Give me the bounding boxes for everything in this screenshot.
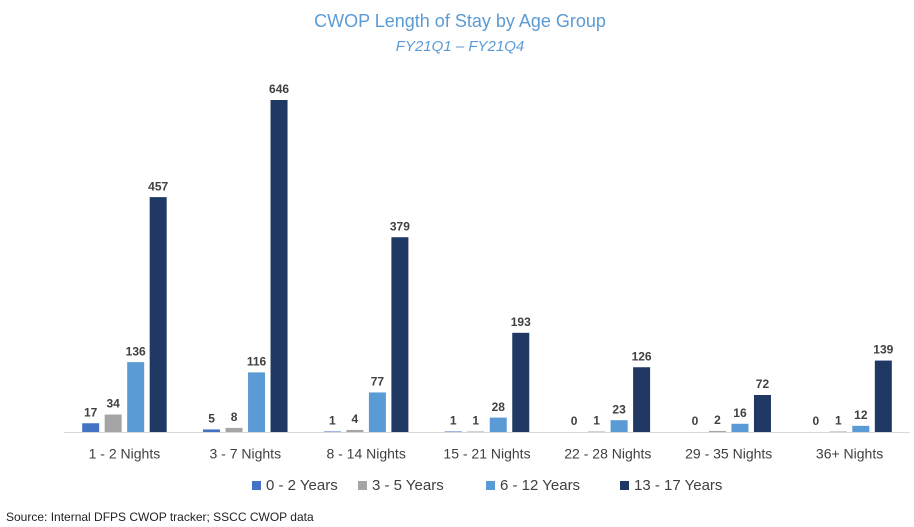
bar (852, 425, 870, 432)
bar (489, 417, 507, 432)
data-label: 1 (835, 414, 842, 428)
data-label: 0 (571, 414, 578, 428)
bar (708, 430, 726, 432)
bar (82, 423, 100, 432)
data-label: 116 (247, 355, 267, 369)
data-label: 5 (208, 412, 215, 426)
data-label: 17 (84, 405, 98, 419)
bar (588, 431, 606, 432)
data-label: 379 (390, 219, 410, 233)
data-label: 77 (371, 375, 385, 389)
bar (368, 392, 386, 432)
bar (127, 362, 145, 432)
legend-swatch (486, 481, 495, 490)
data-label: 4 (352, 412, 359, 426)
data-label: 193 (511, 315, 531, 329)
x-tick-label: 36+ Nights (816, 446, 883, 462)
bar (104, 414, 122, 432)
bar (346, 429, 364, 432)
data-label: 126 (632, 349, 652, 363)
chart-title: CWOP Length of Stay by Age Group (314, 11, 606, 31)
x-tick-label: 29 - 35 Nights (685, 446, 772, 462)
data-label: 34 (106, 397, 120, 411)
bar (444, 431, 462, 432)
bar (149, 197, 167, 432)
bar (829, 431, 847, 432)
x-tick-label: 8 - 14 Nights (326, 446, 405, 462)
bar (610, 420, 628, 432)
source-note: Source: Internal DFPS CWOP tracker; SSCC… (6, 510, 314, 524)
data-label: 72 (756, 377, 770, 391)
bar (203, 429, 221, 432)
x-tick-label: 1 - 2 Nights (89, 446, 161, 462)
data-label: 12 (854, 408, 868, 422)
bar (391, 237, 409, 432)
bar (633, 367, 651, 432)
data-label: 1 (593, 414, 600, 428)
legend-swatch (252, 481, 261, 490)
data-label: 646 (269, 82, 289, 96)
data-label: 1 (450, 414, 457, 428)
data-label: 1 (329, 414, 336, 428)
bar (753, 394, 771, 432)
legend-label: 13 - 17 Years (634, 477, 722, 494)
bar (731, 423, 749, 432)
legend-label: 0 - 2 Years (266, 477, 338, 494)
bar (225, 427, 243, 432)
bar (323, 431, 341, 432)
data-label: 16 (733, 406, 747, 420)
legend-swatch (620, 481, 629, 490)
x-tick-label: 22 - 28 Nights (564, 446, 651, 462)
data-label: 23 (612, 402, 626, 416)
data-label: 457 (148, 179, 168, 193)
data-label: 28 (492, 400, 506, 414)
data-label: 8 (231, 410, 238, 424)
bar (512, 332, 530, 432)
x-tick-label: 15 - 21 Nights (443, 446, 530, 462)
bar (248, 372, 266, 432)
data-label: 1 (472, 414, 479, 428)
data-label: 0 (812, 414, 819, 428)
bar (270, 100, 288, 432)
legend-label: 6 - 12 Years (500, 477, 580, 494)
data-label: 2 (714, 413, 721, 427)
legend-swatch (358, 481, 367, 490)
chart-subtitle: FY21Q1 – FY21Q4 (396, 38, 524, 55)
x-tick-label: 3 - 7 Nights (209, 446, 281, 462)
data-label: 139 (873, 343, 893, 357)
bar (467, 431, 485, 432)
legend-label: 3 - 5 Years (372, 477, 444, 494)
data-label: 136 (126, 344, 146, 358)
data-label: 0 (692, 414, 699, 428)
bar (874, 360, 892, 432)
